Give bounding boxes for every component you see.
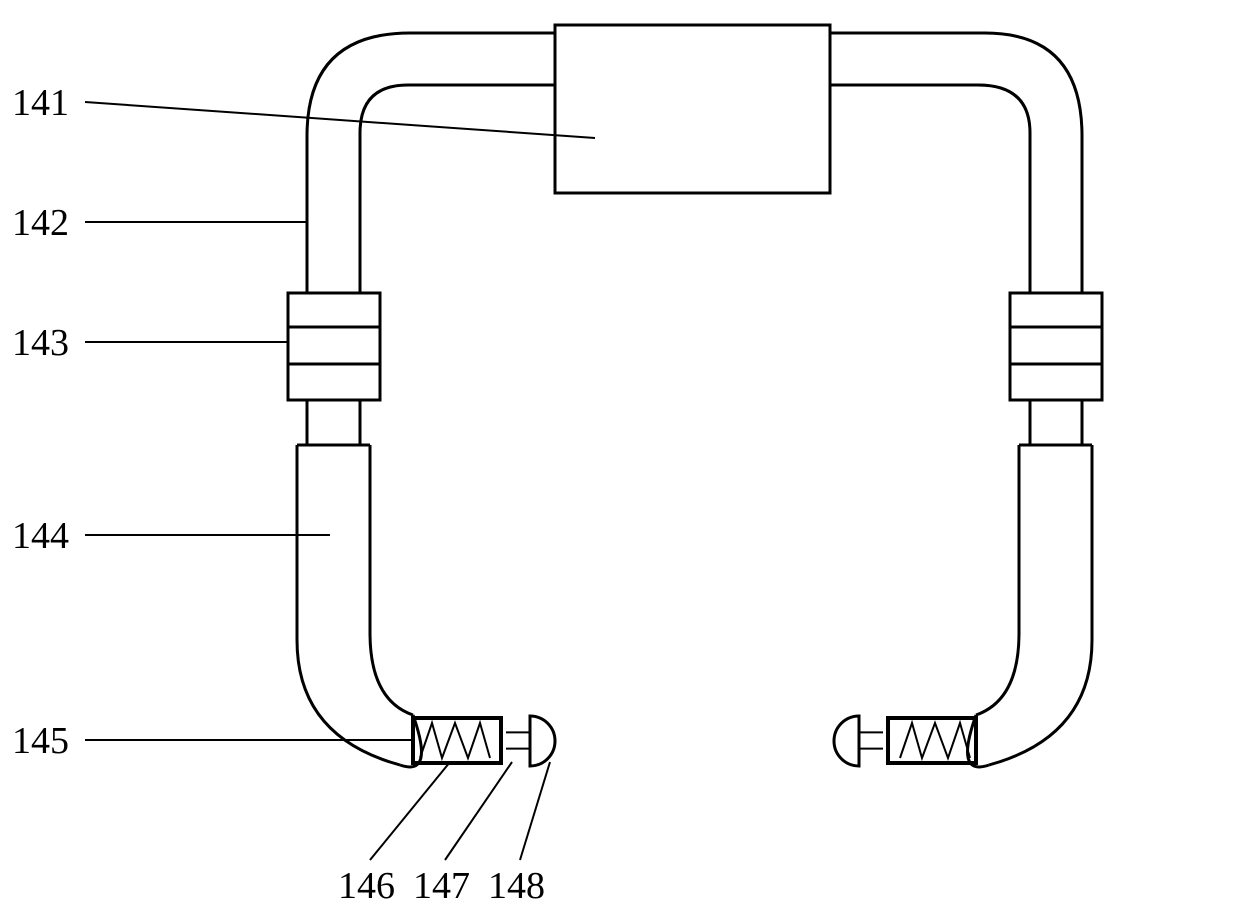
- label-147: 147: [413, 865, 470, 907]
- coupling-left: [288, 293, 380, 400]
- arm-right-inner: [830, 85, 1030, 293]
- coupling-right: [1010, 293, 1102, 400]
- stems: [297, 400, 1092, 445]
- label-148: 148: [488, 865, 545, 907]
- technical-diagram: 141 142 143 144 145 146 147 148: [0, 0, 1240, 913]
- label-144: 144: [12, 515, 69, 557]
- label-145: 145: [12, 720, 69, 762]
- tip-left: [413, 716, 555, 766]
- lower-left-inner: [370, 445, 413, 715]
- lower-left-outer: [297, 445, 400, 765]
- lower-right-outer: [989, 445, 1092, 765]
- leader-lines: [85, 102, 595, 860]
- lower-right-tip: [968, 715, 989, 767]
- label-146: 146: [338, 865, 395, 907]
- label-141: 141: [12, 82, 69, 124]
- labels: 141 142 143 144 145 146 147 148: [12, 82, 545, 907]
- label-142: 142: [12, 202, 69, 244]
- arm-right-outer: [830, 33, 1082, 293]
- tip-right: [834, 716, 976, 766]
- arm-left-inner: [360, 85, 555, 293]
- label-143: 143: [12, 322, 69, 364]
- box-141: [555, 25, 830, 193]
- arm-left-outer: [307, 33, 555, 293]
- lower-right-inner: [976, 445, 1019, 715]
